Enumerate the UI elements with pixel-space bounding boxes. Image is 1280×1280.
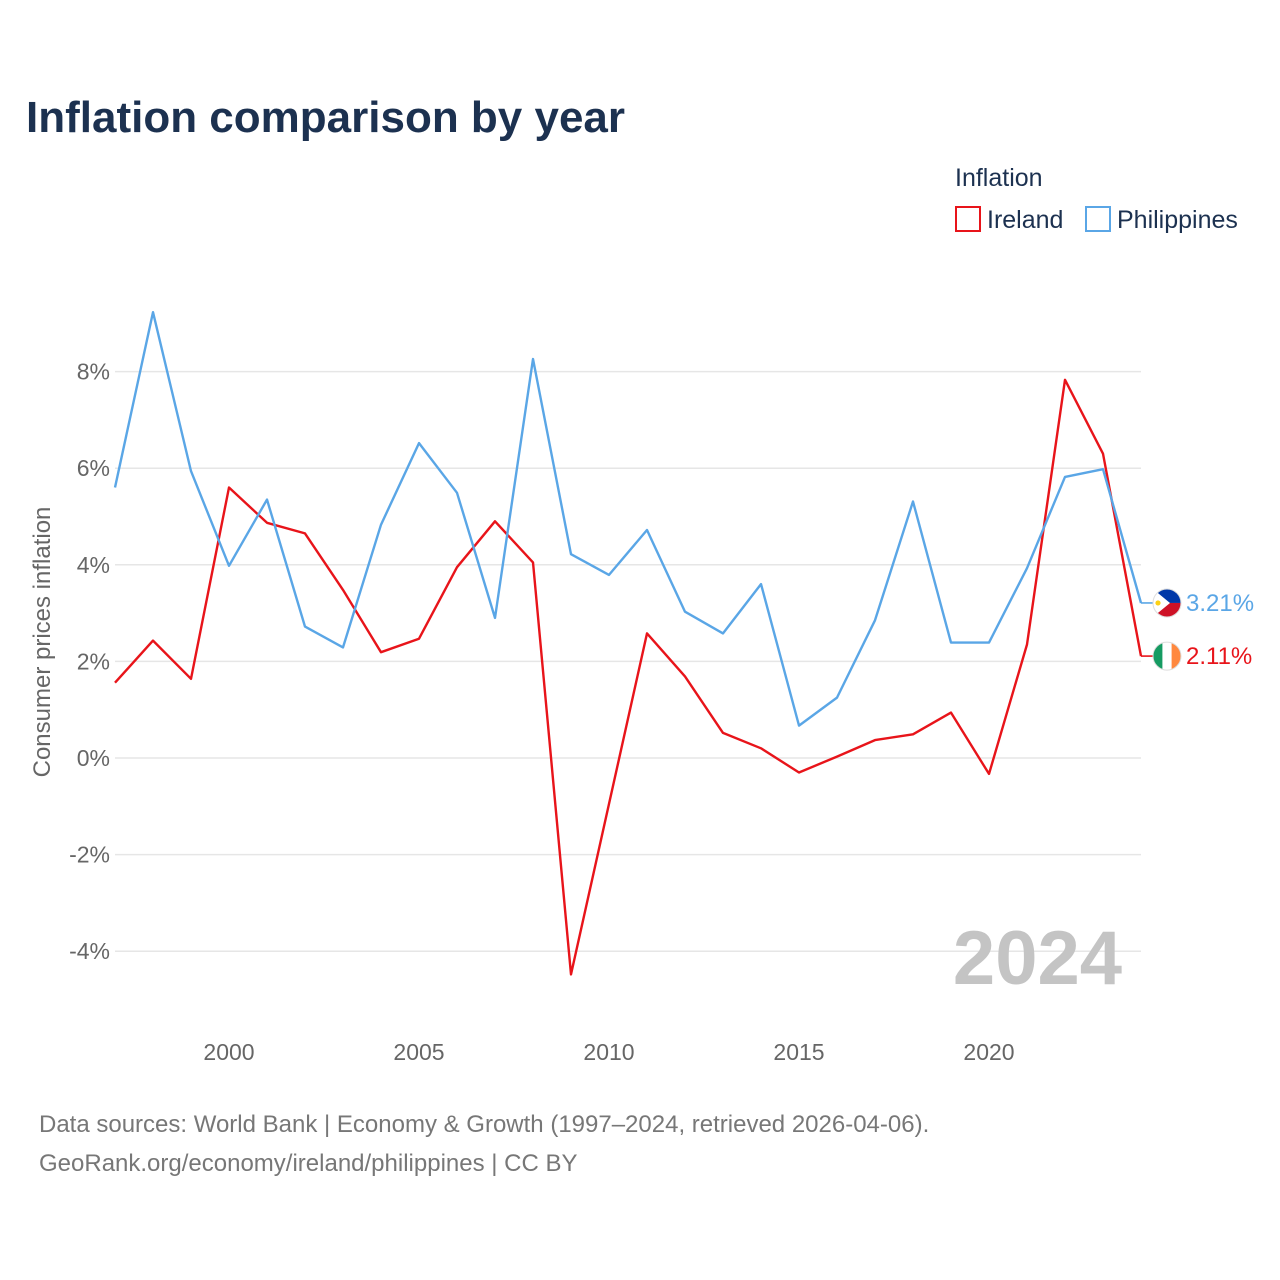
series-line-ireland[interactable] <box>114 378 1143 976</box>
source-url-text[interactable]: GeoRank.org/economy/ireland/philippines … <box>39 1150 578 1177</box>
gridlines <box>115 370 1141 952</box>
end-value-label-philippines: 3.21% <box>1186 590 1254 617</box>
chart-title: Inflation comparison by year <box>26 93 625 142</box>
ireland-flag-icon <box>1152 641 1182 671</box>
legend-title: Inflation <box>955 164 1043 192</box>
x-tick-label: 2005 <box>393 1039 444 1065</box>
philippines-flag-icon <box>1152 588 1182 618</box>
legend-swatch-ireland <box>955 206 981 232</box>
y-tick-label: -4% <box>69 938 110 964</box>
x-tick-label: 2010 <box>583 1039 634 1065</box>
x-tick-label: 2020 <box>963 1039 1014 1065</box>
y-tick-label: 0% <box>77 745 110 771</box>
y-tick-label: 4% <box>77 552 110 578</box>
legend-label-ireland: Ireland <box>987 206 1063 234</box>
end-value-label-ireland: 2.11% <box>1186 643 1252 670</box>
x-tick-label: 2000 <box>203 1039 254 1065</box>
legend-item-philippines[interactable]: Philippines <box>1085 206 1238 234</box>
legend-label-philippines: Philippines <box>1117 206 1238 234</box>
legend-swatch-philippines <box>1085 206 1111 232</box>
x-axis-ticks: 2000 2005 2010 2015 2020 <box>203 1039 1014 1065</box>
series-line-philippines[interactable] <box>113 311 1143 727</box>
series-end-markers: 2.11% 3.21% <box>1141 588 1254 671</box>
y-tick-label: 6% <box>77 455 110 481</box>
x-tick-label: 2015 <box>773 1039 824 1065</box>
year-watermark: 2024 <box>953 916 1122 1001</box>
y-axis-ticks: -4% -2% 0% 2% 4% 6% 8% <box>69 359 110 965</box>
data-source-text: Data sources: World Bank | Economy & Gro… <box>39 1111 929 1138</box>
y-tick-label: -2% <box>69 842 110 868</box>
y-axis-label: Consumer prices inflation <box>29 507 56 778</box>
legend-item-ireland[interactable]: Ireland <box>955 206 1063 234</box>
series-lines <box>113 311 1143 976</box>
y-tick-label: 8% <box>77 359 110 385</box>
y-tick-label: 2% <box>77 648 110 674</box>
